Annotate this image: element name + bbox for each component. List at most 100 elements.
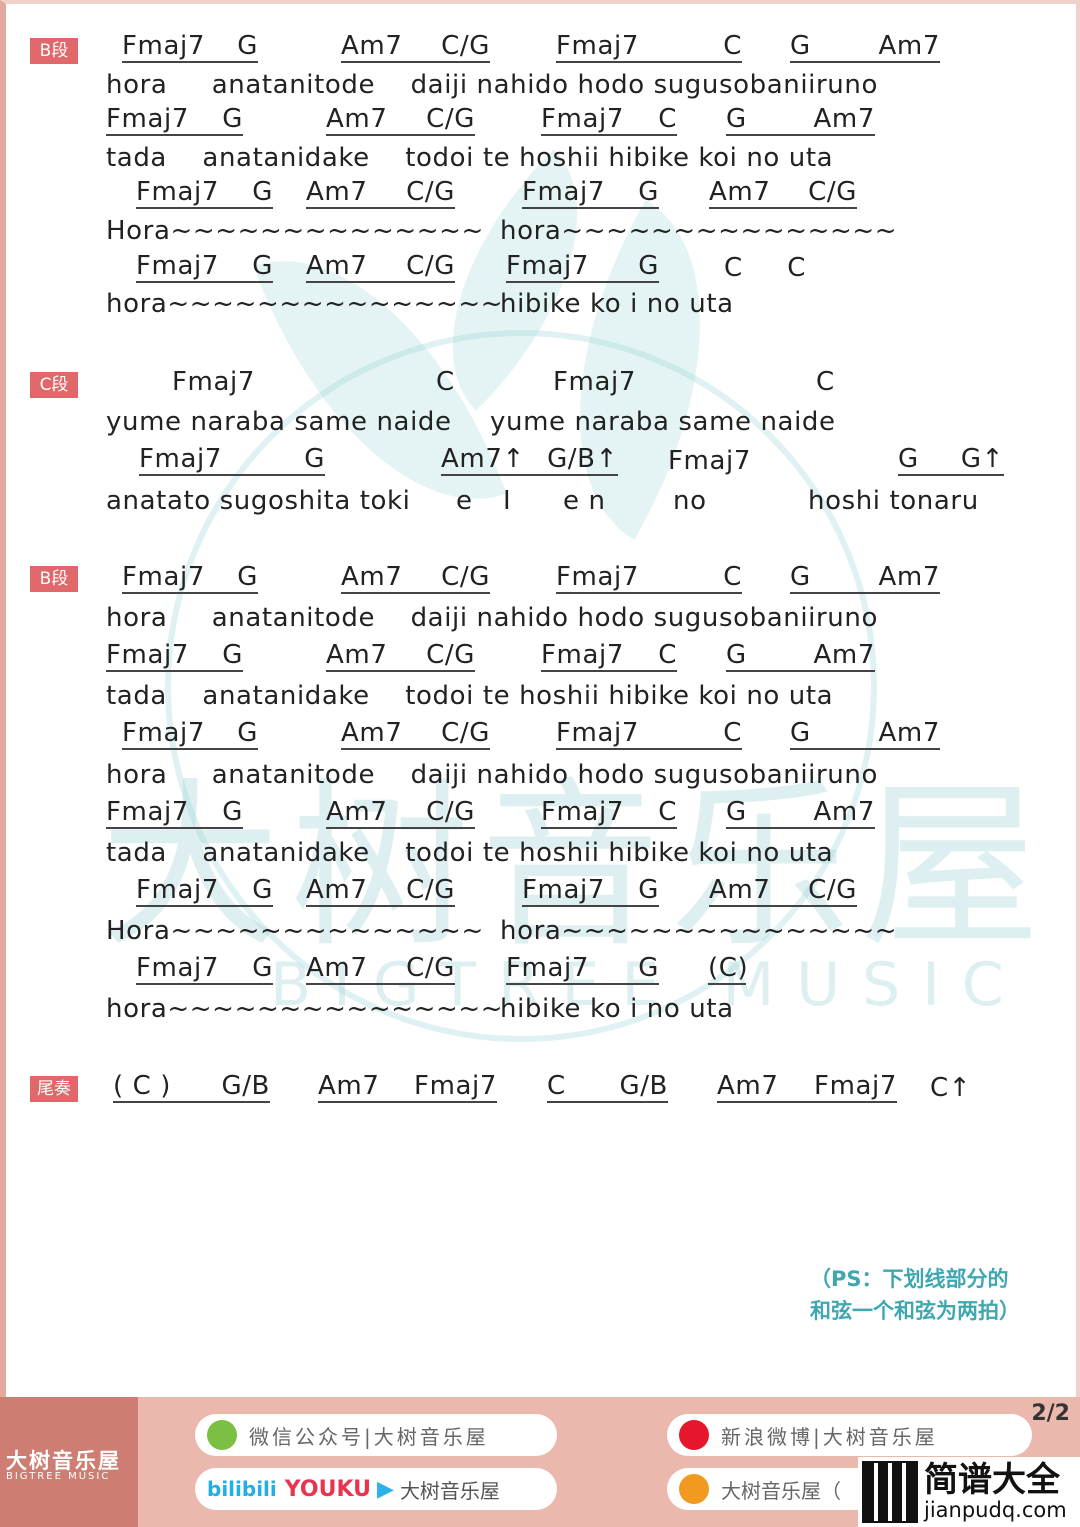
chord: Fmaj7	[414, 1071, 497, 1101]
chord: C	[658, 796, 677, 827]
chord-group: Fmaj7 G	[106, 104, 243, 137]
lyric: tada anatanidake todoi te hoshii hibike …	[106, 681, 834, 712]
chord: Am7	[813, 640, 875, 671]
chord: C/G	[808, 177, 857, 208]
lyric: hoshi tonaru	[808, 485, 979, 516]
brand-english: BIGTREE MUSIC	[6, 1471, 111, 1482]
chord: Fmaj7	[541, 640, 624, 671]
chord-group: Am7 C/G	[306, 177, 455, 210]
chord: C/G	[808, 874, 857, 905]
chord-group: Am7 C/G	[341, 718, 490, 751]
chord: C/G	[406, 953, 455, 983]
chord: Fmaj7	[106, 104, 189, 135]
chord: ( C )	[113, 1071, 171, 1101]
chord-group: Fmaj7 G	[136, 177, 273, 210]
chord: G	[237, 718, 258, 749]
chord-group: Fmaj7 G	[122, 31, 258, 63]
lyric: no	[673, 485, 707, 516]
chord: G/B↑	[547, 444, 618, 475]
chord: (C)	[708, 953, 749, 983]
chord: Fmaj7	[106, 640, 189, 671]
chord: Fmaj7	[136, 953, 219, 983]
chord: G	[304, 444, 325, 475]
chord: Fmaj7	[506, 250, 589, 281]
chord: G	[252, 953, 273, 983]
lyric: yume naraba same naide	[106, 406, 452, 437]
chord: G	[898, 444, 919, 475]
lyric: Hora~~~~~~~~~~~~~~	[106, 915, 484, 946]
chord: G/B	[619, 1071, 668, 1101]
chord: Fmaj7	[136, 177, 219, 208]
note-line-2: 和弦一个和弦为两拍）	[810, 1299, 1020, 1323]
chord: C/G	[441, 718, 490, 749]
chord: C↑	[930, 1073, 972, 1103]
weibo-icon	[679, 1420, 709, 1450]
chord-group: Am7↑ G/B↑	[441, 444, 618, 477]
chord: Am7	[306, 953, 368, 983]
watermark-ring	[165, 330, 877, 1042]
youku-logo: YOUKU	[284, 1476, 372, 1502]
section-label: B段	[30, 38, 78, 64]
chord: Fmaj7	[172, 367, 255, 397]
chord: Am7	[306, 250, 368, 281]
weibo-label: 新浪微博|大树音乐屋	[721, 1424, 938, 1449]
chord-group: Fmaj7 C	[541, 797, 677, 829]
page-frame	[0, 0, 1080, 1397]
chord: G	[222, 796, 243, 827]
chord-group: (C)	[708, 953, 749, 985]
site-watermark: 简谱大全 jianpudq.com	[858, 1457, 1080, 1527]
wechat-icon	[207, 1420, 237, 1450]
weibo-link[interactable]: 新浪微博|大树音乐屋	[667, 1414, 1032, 1456]
chord: C	[724, 252, 743, 283]
chord: C	[723, 718, 742, 749]
lyric: tada anatanidake todoi te hoshii hibike …	[106, 142, 834, 173]
chord: Am7	[341, 31, 403, 61]
chord: Fmaj7	[136, 250, 219, 281]
chord-group: Fmaj7 C	[541, 640, 677, 673]
section-label: 尾奏	[30, 1076, 78, 1102]
chord: C	[547, 1071, 566, 1101]
chord: G	[638, 177, 659, 208]
chord-group: Am7 C/G	[326, 797, 475, 829]
wechat-link[interactable]: 微信公众号|大树音乐屋	[195, 1414, 557, 1456]
brand-name: 大树音乐屋	[6, 1449, 121, 1473]
video-links[interactable]: bilibili YOUKU ▶ 大树音乐屋	[195, 1468, 557, 1510]
chord: Fmaj7	[553, 367, 636, 397]
chord-group: Fmaj7 C	[556, 31, 742, 63]
lyric: anatato sugoshita toki	[106, 485, 411, 516]
lyric: I	[503, 485, 512, 516]
footer-brand: 大树音乐屋 BIGTREE MUSIC	[0, 1397, 138, 1527]
site-name: 简谱大全	[924, 1460, 1060, 1500]
chord-group: G Am7	[790, 562, 940, 594]
chord-group: Fmaj7 C	[541, 104, 677, 137]
chord-group: Fmaj7 G	[106, 797, 243, 829]
chord-group: Fmaj7 G	[506, 953, 659, 985]
chord: Am7	[878, 31, 940, 61]
chord: G	[222, 640, 243, 671]
chord: G	[252, 874, 273, 905]
chord: C	[723, 562, 742, 592]
chord: Am7	[306, 177, 368, 208]
chord: Fmaj7	[139, 444, 222, 475]
chord-group: Fmaj7	[553, 365, 636, 399]
piano-icon	[862, 1461, 918, 1523]
chord: G	[790, 31, 811, 61]
lyric: hibike ko i no uta	[500, 289, 734, 320]
chord: Fmaj7	[122, 31, 205, 61]
chord: Fmaj7	[122, 562, 205, 592]
chord-group: Fmaj7 G	[122, 562, 258, 594]
chord: Fmaj7	[522, 177, 605, 208]
chord-group: G Am7	[726, 104, 875, 137]
site-url: jianpudq.com	[924, 1498, 1067, 1522]
chord: Am7	[318, 1071, 380, 1101]
chord: Am7	[878, 562, 940, 592]
chord: Fmaj7	[506, 953, 589, 983]
chord: Am7	[878, 718, 940, 749]
chord-group: C↑	[930, 1071, 971, 1105]
video-channel-name: 大树音乐屋	[399, 1478, 500, 1503]
chord: Am7	[326, 104, 388, 135]
chord: Am7	[326, 640, 388, 671]
chord-group: G G↑	[898, 444, 1004, 477]
chord-group: Fmaj7 G	[139, 444, 325, 477]
chord: Am7↑	[441, 444, 525, 475]
